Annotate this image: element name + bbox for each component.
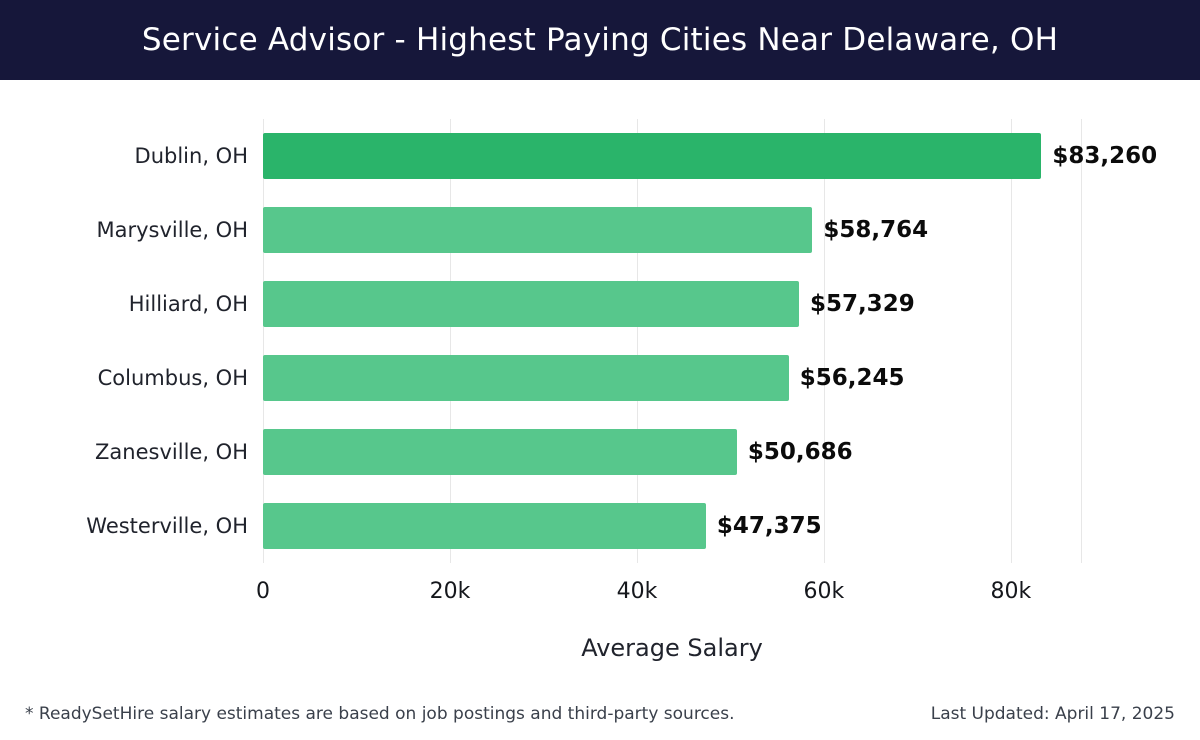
bar-row: Zanesville, OH $50,686 [95, 415, 1081, 489]
chart-title: Service Advisor - Highest Paying Cities … [141, 22, 1059, 58]
tick-label: 40k [616, 579, 658, 604]
bar-row: Dublin, OH $83,260 [135, 119, 1157, 193]
value-label: $56,245 [799, 365, 905, 391]
bar-row: Westerville, OH $47,375 [86, 489, 1081, 563]
bar[interactable] [263, 281, 799, 327]
x-axis-label: Average Salary [581, 634, 763, 662]
value-label: $47,375 [716, 513, 822, 539]
tick-label: 80k [990, 579, 1032, 604]
category-label: Marysville, OH [96, 218, 248, 242]
x-axis-ticks: 0 20k 40k 60k 80k [256, 579, 1081, 607]
tick-label: 60k [803, 579, 845, 604]
bar[interactable] [263, 429, 737, 475]
category-label: Hilliard, OH [128, 292, 248, 316]
gridline [263, 119, 264, 563]
bar-row: Hilliard, OH $57,329 [129, 267, 1081, 341]
value-label: $83,260 [1052, 143, 1158, 169]
bar[interactable] [263, 355, 789, 401]
footer: * ReadySetHire salary estimates are base… [0, 704, 1200, 724]
bar-row: Marysville, OH $58,764 [96, 193, 1081, 267]
category-label: Dublin, OH [134, 144, 248, 168]
bar[interactable] [263, 133, 1042, 179]
bar-row: Columbus, OH $56,245 [98, 341, 1081, 415]
category-label: Columbus, OH [97, 366, 248, 390]
value-label: $50,686 [747, 439, 853, 465]
bar[interactable] [263, 207, 813, 253]
value-label: $58,764 [823, 217, 929, 243]
gridline [449, 119, 451, 563]
category-label: Westerville, OH [86, 514, 248, 538]
gridline [1010, 119, 1012, 563]
gridline [636, 119, 638, 563]
bar-rows: Dublin, OH $83,260 Marysville, OH $58,764 Hi… [86, 119, 1157, 563]
gridlines [263, 119, 1082, 563]
tick-label: 0 [256, 579, 270, 604]
value-label: $57,329 [809, 291, 915, 317]
title-bar: Service Advisor - Highest Paying Cities … [0, 0, 1200, 80]
tick-label: 20k [429, 579, 471, 604]
footnote: * ReadySetHire salary estimates are base… [25, 704, 735, 724]
category-label: Zanesville, OH [95, 440, 248, 464]
gridline [823, 119, 825, 563]
plot-area: Dublin, OH $83,260 Marysville, OH $58,764 Hi… [86, 119, 1157, 563]
bar[interactable] [263, 503, 706, 549]
last-updated: Last Updated: April 17, 2025 [930, 704, 1175, 724]
gridline [1081, 119, 1082, 563]
